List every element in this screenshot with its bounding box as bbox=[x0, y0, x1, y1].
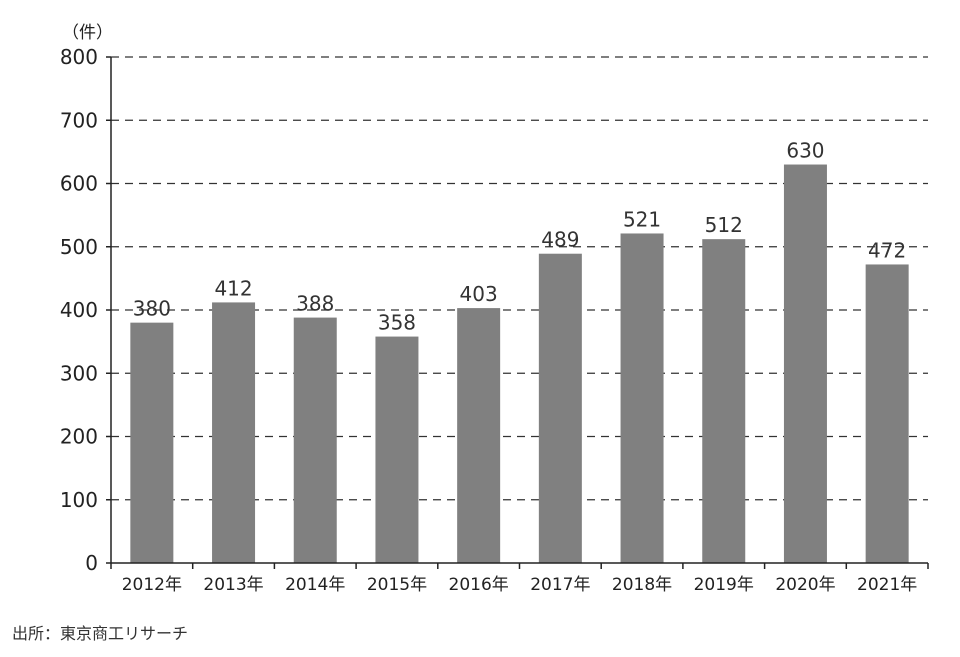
y-axis-unit-label: （件） bbox=[62, 23, 113, 43]
bar-2014年 bbox=[293, 317, 337, 563]
data-label-2019年: 512 bbox=[705, 213, 743, 237]
y-tick-label-300: 300 bbox=[60, 361, 98, 385]
data-label-2018年: 521 bbox=[623, 207, 661, 231]
bar-2017年 bbox=[538, 253, 582, 563]
y-tick-label-200: 200 bbox=[60, 425, 98, 449]
data-label-2021年: 472 bbox=[868, 238, 906, 262]
data-label-2013年: 412 bbox=[214, 276, 252, 300]
x-tick-label-2021年: 2021年 bbox=[857, 575, 917, 595]
x-tick-label-2018年: 2018年 bbox=[612, 575, 672, 595]
data-label-2015年: 358 bbox=[378, 311, 416, 335]
data-labels: 380 412 388 358 403 489 521 512 630 472 bbox=[133, 139, 906, 335]
data-label-2014年: 388 bbox=[296, 292, 334, 316]
y-tick-label-700: 700 bbox=[60, 108, 98, 132]
y-tick-label-500: 500 bbox=[60, 235, 98, 259]
bar-2019年 bbox=[702, 239, 746, 563]
bar-2018年 bbox=[620, 233, 664, 563]
x-tick-label-2019年: 2019年 bbox=[694, 575, 754, 595]
bars bbox=[130, 164, 909, 563]
x-tick-label-2013年: 2013年 bbox=[203, 575, 263, 595]
y-tick-label-0: 0 bbox=[85, 551, 98, 575]
y-tick-label-800: 800 bbox=[60, 45, 98, 69]
y-tick-label-600: 600 bbox=[60, 172, 98, 196]
grid-lines bbox=[111, 56, 928, 501]
bar-2021年 bbox=[865, 264, 909, 563]
x-tick-label-2014年: 2014年 bbox=[285, 575, 345, 595]
x-tick-label-2017年: 2017年 bbox=[530, 575, 590, 595]
bar-2013年 bbox=[212, 302, 256, 563]
data-label-2017年: 489 bbox=[541, 228, 579, 252]
source-note: 出所：東京商工リサーチ bbox=[12, 624, 189, 643]
axes: 0 100 200 300 400 500 600 700 800 2012年 2013年 2014年… bbox=[60, 45, 929, 595]
bar-2016年 bbox=[457, 308, 501, 563]
bar-2020年 bbox=[783, 164, 827, 563]
bar-2015年 bbox=[375, 336, 419, 563]
x-tick-label-2012年: 2012年 bbox=[122, 575, 182, 595]
x-tick-label-2016年: 2016年 bbox=[449, 575, 509, 595]
data-label-2016年: 403 bbox=[460, 282, 498, 306]
bar-2012年 bbox=[130, 322, 174, 563]
y-tick-label-400: 400 bbox=[60, 298, 98, 322]
x-tick-label-2020年: 2020年 bbox=[775, 575, 835, 595]
data-label-2012年: 380 bbox=[133, 297, 171, 321]
y-tick-label-100: 100 bbox=[60, 488, 98, 512]
x-tick-label-2015年: 2015年 bbox=[367, 575, 427, 595]
data-label-2020年: 630 bbox=[786, 139, 824, 163]
